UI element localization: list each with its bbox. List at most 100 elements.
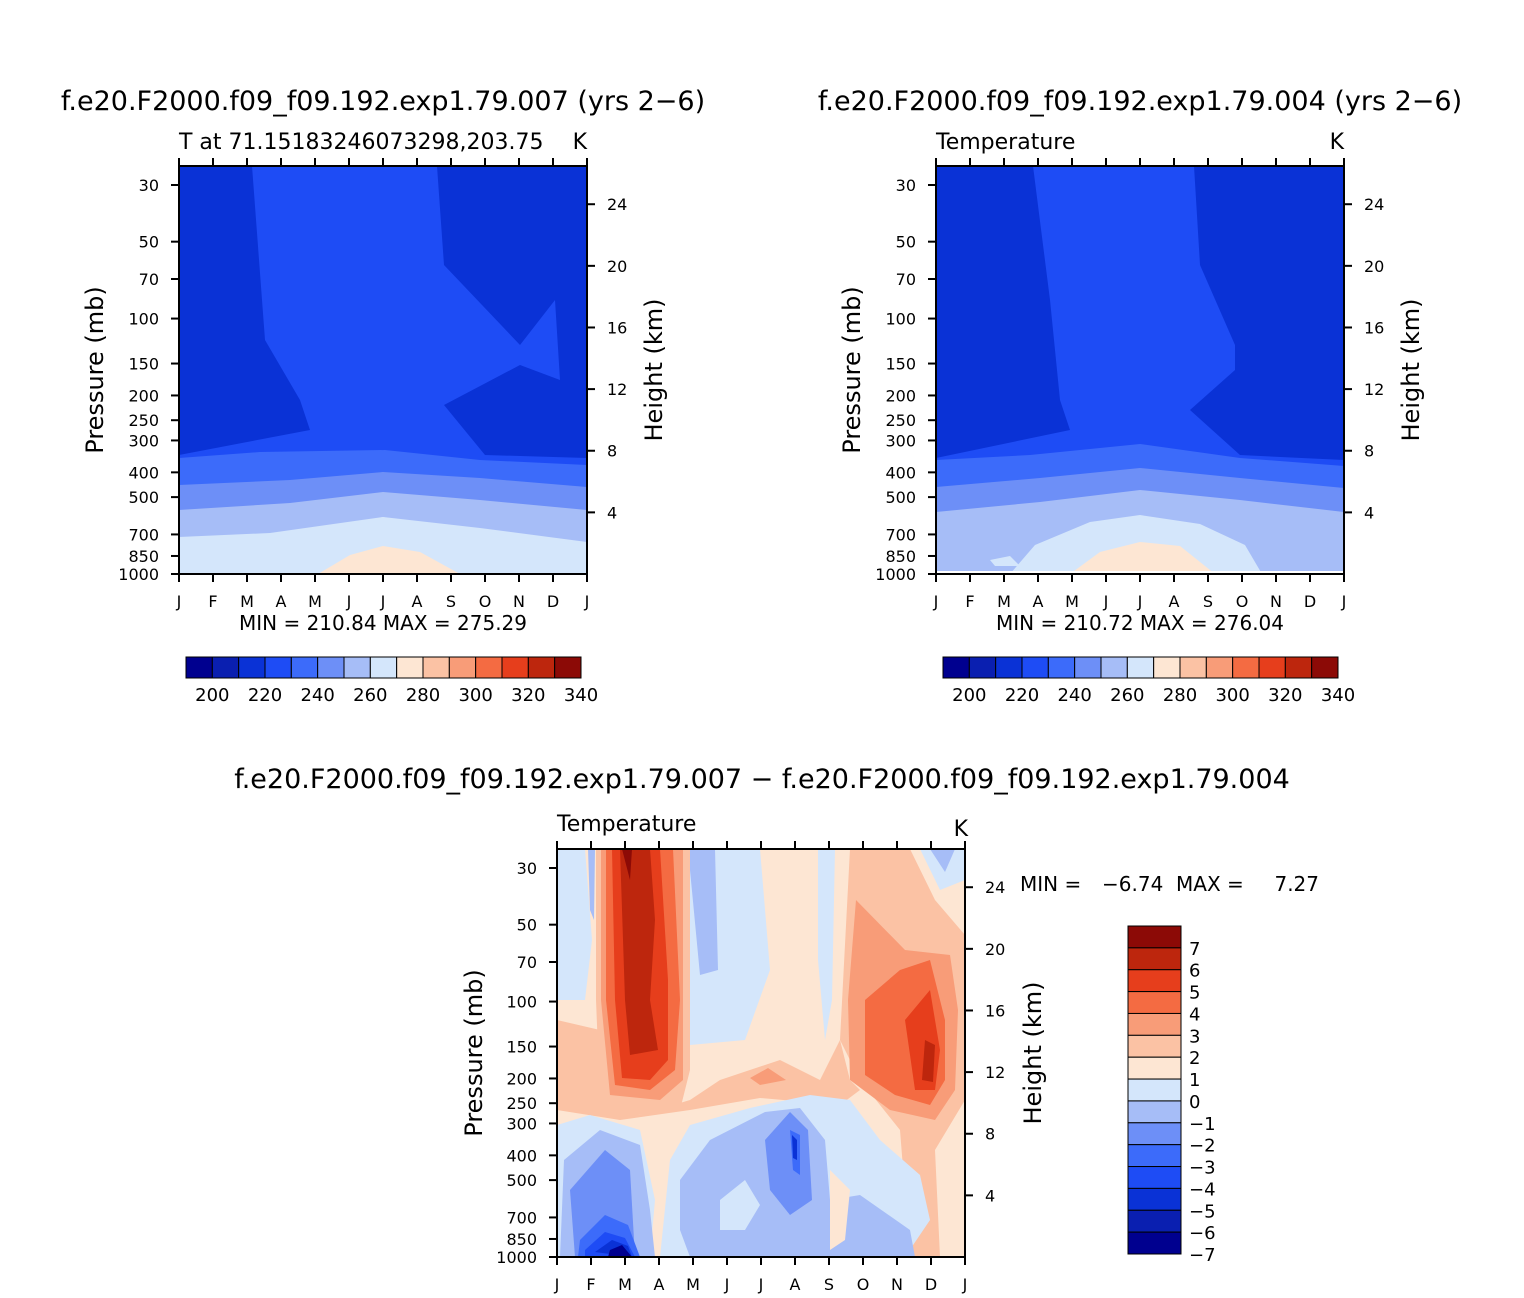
- x-tick-label: J: [933, 592, 939, 611]
- panel-a-title: f.e20.F2000.f09_f09.192.exp1.79.007 (yrs…: [61, 86, 705, 117]
- y-tick-right-label: 20: [607, 257, 627, 276]
- colorbar-swatch: [422, 656, 450, 679]
- colorbar-label: 280: [1163, 685, 1197, 706]
- contour-fill: [920, 849, 965, 890]
- y-tick-right-label: 24: [1364, 195, 1384, 214]
- colorbar-swatch: [1153, 656, 1181, 679]
- y-tick-label: 30: [517, 859, 537, 878]
- panel-c-max-value: 7.27: [1274, 872, 1319, 896]
- colorbar-swatch: [290, 656, 319, 679]
- contour-fill: [557, 1020, 860, 1120]
- colorbar-label: 2: [1189, 1048, 1200, 1069]
- colorbar-label: 320: [1268, 685, 1302, 706]
- contour-fill: [318, 546, 460, 574]
- colorbar-swatch: [995, 656, 1023, 679]
- colorbar-label: 280: [406, 685, 440, 706]
- contour-fill: [557, 849, 592, 1000]
- y-tick-right-label: 12: [985, 1063, 1005, 1082]
- y-tick-right-label: 8: [1364, 442, 1374, 461]
- x-tick-label: N: [891, 1275, 903, 1294]
- contour-fill: [830, 1170, 850, 1250]
- colorbar-swatch: [1127, 969, 1182, 993]
- x-tick-label: J: [724, 1275, 730, 1294]
- x-tick-label: J: [758, 1275, 764, 1294]
- x-tick-label: F: [208, 592, 217, 611]
- y-tick-label: 700: [128, 525, 159, 544]
- y-tick-label: 50: [517, 916, 537, 935]
- y-tick-right-label: 16: [1364, 318, 1384, 337]
- panel-c-subtitle: Temperature: [556, 812, 696, 837]
- colorbar-swatch: [369, 656, 398, 679]
- colorbar-label: −7: [1189, 1245, 1216, 1266]
- x-tick-label: S: [446, 592, 456, 611]
- y-tick-right-label: 8: [607, 442, 617, 461]
- panel-a: f.e20.F2000.f09_f09.192.exp1.79.007 (yrs…: [61, 86, 705, 706]
- x-tick-label: A: [790, 1275, 801, 1294]
- y-tick-right-label: 16: [985, 1001, 1005, 1020]
- panel-b-stats: MIN = 210.72 MAX = 276.04: [996, 611, 1284, 635]
- colorbar-swatch: [1284, 656, 1313, 679]
- y-tick-label: 70: [139, 270, 159, 289]
- colorbar-swatch: [968, 656, 997, 679]
- colorbar-label: 340: [1321, 685, 1355, 706]
- x-tick-label: N: [513, 592, 525, 611]
- y-tick-right-label: 4: [985, 1186, 995, 1205]
- colorbar-swatch: [1047, 656, 1076, 679]
- colorbar-swatch: [1127, 947, 1182, 971]
- colorbar-label: −2: [1189, 1136, 1216, 1157]
- panel-b-contours: [936, 166, 1344, 574]
- contour-fill: [688, 849, 718, 975]
- x-tick-label: J: [554, 1275, 560, 1294]
- colorbar-label: 200: [195, 685, 229, 706]
- panel-a-colorbar: 200 220 240 260 280 300 320 340: [185, 656, 598, 706]
- y-tick-label: 30: [896, 176, 916, 195]
- colorbar-swatch: [1311, 656, 1339, 679]
- contour-fill: [922, 1040, 935, 1082]
- colorbar-label: 260: [353, 685, 387, 706]
- contour-fill: [750, 1068, 786, 1085]
- colorbar-swatch: [264, 656, 292, 679]
- colorbar-label: 240: [1057, 685, 1091, 706]
- contour-fill: [792, 1135, 797, 1160]
- colorbar-swatch: [238, 656, 266, 679]
- colorbar-swatch: [1074, 656, 1102, 679]
- y-tick-label: 850: [885, 547, 916, 566]
- x-tick-label: J: [584, 592, 590, 611]
- y-tick-label: 100: [506, 993, 537, 1012]
- colorbar-swatch: [185, 656, 213, 679]
- contour-fill: [990, 556, 1020, 566]
- y-tick-label: 850: [506, 1230, 537, 1249]
- colorbar-label: 5: [1189, 983, 1200, 1004]
- colorbar-label: 260: [1110, 685, 1144, 706]
- y-tick-label: 200: [128, 386, 159, 405]
- y-tick-right-label: 16: [607, 318, 627, 337]
- colorbar-swatch: [317, 656, 345, 679]
- panel-c-title: f.e20.F2000.f09_f09.192.exp1.79.007 − f.…: [234, 764, 1290, 795]
- y-tick-right-label: 12: [1364, 380, 1384, 399]
- x-tick-label: J: [1341, 592, 1347, 611]
- y-tick-label: 250: [506, 1094, 537, 1113]
- colorbar-label: −4: [1189, 1179, 1216, 1200]
- contour-fill: [936, 571, 1344, 574]
- colorbar-label: −5: [1189, 1201, 1216, 1222]
- y-tick-label: 150: [128, 355, 159, 374]
- panel-c-min-label: MIN =: [1020, 872, 1081, 896]
- panel-c-units: K: [954, 817, 969, 842]
- contour-fill: [765, 1112, 812, 1215]
- y-tick-label: 500: [128, 488, 159, 507]
- x-tick-label: M: [1065, 592, 1079, 611]
- x-tick-label: A: [1033, 592, 1044, 611]
- panel-c-max-label: MAX =: [1176, 872, 1244, 896]
- colorbar-label: 300: [458, 685, 492, 706]
- y-tick-label: 500: [885, 488, 916, 507]
- colorbar-swatch: [1126, 656, 1155, 679]
- y-tick-label: 70: [517, 953, 537, 972]
- panel-b-title: f.e20.F2000.f09_f09.192.exp1.79.004 (yrs…: [818, 86, 1462, 117]
- y-tick-label: 100: [128, 310, 159, 329]
- y-tick-label: 850: [128, 547, 159, 566]
- y-tick-right-label: 20: [985, 940, 1005, 959]
- y-tick-right-label: 12: [607, 380, 627, 399]
